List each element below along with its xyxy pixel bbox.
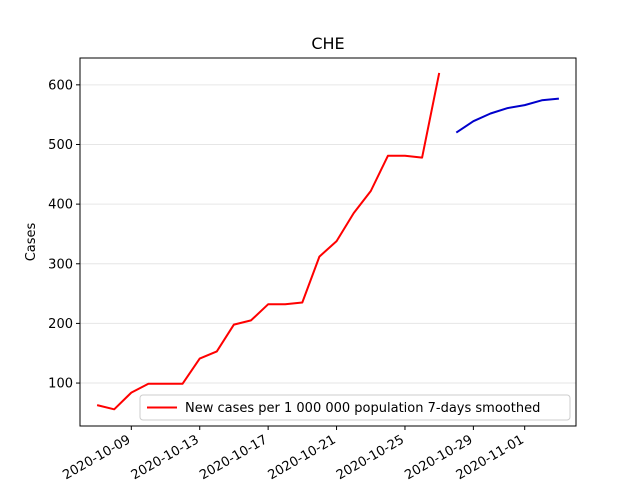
plot-frame [79, 57, 577, 427]
legend: New cases per 1 000 000 population 7-day… [139, 394, 571, 421]
chart-title: CHE [311, 34, 344, 53]
y-tick-label: 600 [48, 78, 73, 93]
y-tick-label: 300 [48, 257, 73, 272]
series-line-1 [96, 72, 441, 411]
y-tick-label: 500 [48, 138, 73, 153]
y-tick-label: 400 [48, 198, 73, 213]
y-tick-label: 100 [48, 377, 73, 392]
y-axis-label: Cases [24, 222, 39, 261]
series-line-2 [455, 97, 559, 134]
y-tick-label: 200 [48, 317, 73, 332]
legend-label: New cases per 1 000 000 population 7-day… [185, 401, 540, 416]
legend-box [139, 394, 571, 421]
series-lines [96, 72, 559, 411]
y-axis: 100 200 300 400 500 600 [48, 78, 80, 392]
